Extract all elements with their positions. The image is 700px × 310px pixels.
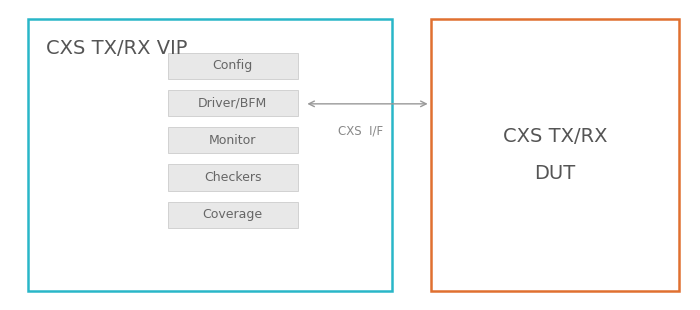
Text: Config: Config bbox=[213, 60, 253, 72]
Bar bbox=[168, 53, 298, 79]
Text: Driver/BFM: Driver/BFM bbox=[198, 97, 267, 109]
Bar bbox=[168, 90, 298, 116]
Text: Coverage: Coverage bbox=[203, 208, 262, 221]
Text: CXS TX/RX
DUT: CXS TX/RX DUT bbox=[503, 127, 608, 183]
Bar bbox=[168, 127, 298, 153]
Bar bbox=[168, 202, 298, 228]
Text: CXS TX/RX VIP: CXS TX/RX VIP bbox=[46, 39, 187, 58]
Bar bbox=[430, 19, 679, 291]
Text: CXS  I/F: CXS I/F bbox=[338, 124, 383, 137]
Text: Monitor: Monitor bbox=[209, 134, 256, 147]
Bar bbox=[28, 19, 392, 291]
Bar bbox=[168, 164, 298, 191]
Text: Checkers: Checkers bbox=[204, 171, 262, 184]
